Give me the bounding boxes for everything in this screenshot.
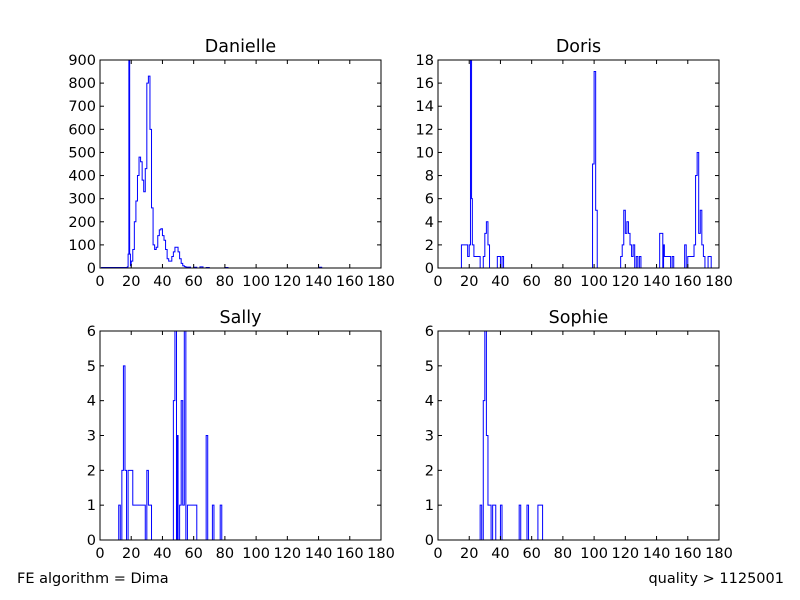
x-tick-label: 100 (242, 274, 270, 290)
x-tick-label: 0 (433, 274, 442, 290)
y-tick-label: 4 (425, 215, 434, 231)
y-tick-label: 14 (416, 99, 434, 115)
axes-frame-doris (437, 59, 720, 269)
footer-quality-label: quality > 1125001 (648, 571, 784, 587)
x-tick-label: 20 (122, 546, 140, 562)
y-tick-label: 12 (416, 122, 434, 138)
panel-danielle: 0 20 40 60 80 100 120 140 160 1800100200300400500… (68, 37, 395, 290)
x-tick-label: 120 (611, 546, 639, 562)
axes-frame-sally (99, 330, 382, 541)
panel-sophie: 0 20 40 60 80 100 120 140 160 180 0 1 2 3 4 5 6 Sophie (425, 308, 733, 562)
y-tick-label: 4 (87, 394, 96, 410)
y-tick-label: 5 (87, 359, 96, 375)
y-tick-label: 5 (425, 359, 434, 375)
x-tick-label: 60 (184, 274, 202, 290)
y-tick-label: 2 (425, 463, 434, 479)
x-tick-label: 20 (460, 274, 478, 290)
panel-doris: 0 20 40 60 80 100 120 140 160 180 0 2 4 6 8 10 12 14 16 18 D… (416, 37, 733, 290)
y-tick-label: 10 (416, 145, 434, 161)
y-tick-label: 800 (68, 76, 96, 92)
y-tick-label: 8 (425, 169, 434, 185)
x-tick-label: 120 (611, 274, 639, 290)
x-tick-label: 0 (95, 274, 104, 290)
y-tick-label: 200 (68, 215, 96, 231)
y-tick-label: 3 (425, 429, 434, 445)
panel-sally: 0 20 40 60 80 100 120 140 160 180 0 1 2 3 4 5 6 Sally (87, 308, 395, 562)
x-tick-label: 140 (643, 274, 671, 290)
x-tick-label: 40 (491, 274, 509, 290)
x-tick-label: 180 (705, 274, 733, 290)
x-tick-label: 40 (491, 546, 509, 562)
x-tick-label: 20 (122, 274, 140, 290)
y-tick-label: 500 (68, 145, 96, 161)
x-tick-label: 80 (554, 274, 572, 290)
y-tick-label: 18 (416, 53, 434, 69)
y-tick-label: 2 (425, 238, 434, 254)
y-tick-label: 6 (425, 192, 434, 208)
y-tick-label: 0 (425, 533, 434, 549)
chart-title-danielle: Danielle (205, 37, 276, 57)
x-tick-label: 140 (305, 274, 333, 290)
x-tick-label: 160 (336, 546, 364, 562)
x-tick-label: 140 (643, 546, 671, 562)
x-tick-label: 80 (216, 274, 234, 290)
y-tick-label: 6 (425, 324, 434, 340)
chart-title-sally: Sally (220, 308, 262, 328)
y-tick-label: 0 (425, 261, 434, 277)
x-tick-label: 160 (674, 274, 702, 290)
x-tick-label: 60 (522, 546, 540, 562)
x-tick-label: 100 (580, 546, 608, 562)
x-tick-label: 60 (184, 546, 202, 562)
axes-frame-danielle (99, 59, 382, 269)
y-tick-label: 16 (416, 76, 434, 92)
x-tick-label: 180 (705, 546, 733, 562)
y-tick-label: 600 (68, 122, 96, 138)
x-tick-label: 140 (305, 546, 333, 562)
x-tick-label: 180 (367, 546, 395, 562)
footer-algorithm-label: FE algorithm = Dima (17, 571, 169, 587)
x-tick-label: 60 (522, 274, 540, 290)
x-tick-label: 80 (554, 546, 572, 562)
y-tick-label: 6 (87, 324, 96, 340)
x-tick-label: 100 (580, 274, 608, 290)
y-tick-label: 700 (68, 99, 96, 115)
x-tick-label: 160 (336, 274, 364, 290)
y-tick-label: 300 (68, 192, 96, 208)
x-tick-label: 0 (95, 546, 104, 562)
x-tick-label: 180 (367, 274, 395, 290)
x-tick-label: 120 (273, 546, 301, 562)
x-tick-label: 120 (273, 274, 301, 290)
series-line-sophie (438, 331, 719, 540)
y-tick-label: 4 (425, 394, 434, 410)
y-tick-label: 900 (68, 53, 96, 69)
series-line-doris (438, 60, 719, 268)
y-tick-label: 0 (87, 533, 96, 549)
y-tick-label: 0 (87, 261, 96, 277)
y-tick-label: 100 (68, 238, 96, 254)
x-tick-label: 100 (242, 546, 270, 562)
series-line-danielle (100, 60, 381, 268)
x-tick-label: 40 (153, 546, 171, 562)
x-tick-label: 160 (674, 546, 702, 562)
y-tick-label: 400 (68, 169, 96, 185)
y-tick-label: 1 (425, 498, 434, 514)
y-tick-label: 1 (87, 498, 96, 514)
y-tick-label: 3 (87, 429, 96, 445)
y-tick-label: 2 (87, 463, 96, 479)
x-tick-label: 80 (216, 546, 234, 562)
chart-title-doris: Doris (556, 37, 601, 57)
chart-title-sophie: Sophie (549, 308, 609, 328)
x-tick-label: 0 (433, 546, 442, 562)
x-tick-label: 40 (153, 274, 171, 290)
series-line-sally (100, 331, 381, 540)
x-tick-label: 20 (460, 546, 478, 562)
